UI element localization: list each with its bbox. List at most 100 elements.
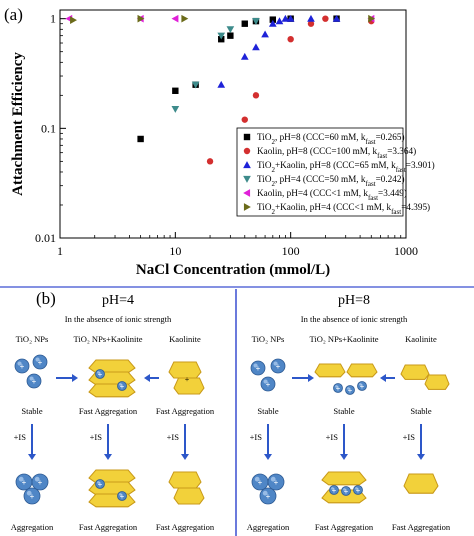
tio2-nanoparticle: + <box>345 385 355 395</box>
svg-text:+: + <box>22 478 27 487</box>
state-label-row1: Stable <box>410 406 431 416</box>
kaolinite-plate <box>173 377 205 395</box>
legend-marker-2 <box>243 147 251 155</box>
tio2-nanoparticle: + <box>23 487 41 505</box>
kaolinite-plate <box>88 383 136 398</box>
panel-b-label: (b) <box>36 289 56 308</box>
data-point-series-3 <box>307 14 315 22</box>
kaolinite-plate <box>321 471 367 486</box>
legend-entry-6: TiO2+Kaolin, pH=4 (CCC<1 mM, kfast=4.395… <box>257 202 430 216</box>
data-point-series-3 <box>240 52 249 60</box>
state-label-row1: Stable <box>333 406 354 416</box>
kaolinite-plate <box>88 469 136 484</box>
legend-marker-4 <box>243 175 251 183</box>
data-point-series-4 <box>226 26 235 34</box>
tio2-nanoparticle: + <box>117 491 127 501</box>
tio2-nanoparticle: + <box>14 358 30 374</box>
data-point-series-2 <box>307 20 315 27</box>
column-label: TiO₂ NPs <box>16 334 49 344</box>
svg-text:+: + <box>256 364 261 373</box>
charge-sign: + <box>185 375 190 384</box>
ionic-strength-arrow <box>340 424 348 460</box>
ionic-strength-arrow <box>417 424 425 460</box>
kaolinite-plate <box>173 487 205 505</box>
ionic-strength-label: +IS <box>326 432 339 442</box>
ionic-strength-arrow <box>104 424 112 460</box>
data-point-series-1 <box>269 16 277 23</box>
tio2-nanoparticle: + <box>357 381 367 391</box>
svg-text:+: + <box>30 492 35 501</box>
data-point-series-4 <box>217 32 226 40</box>
ph4-panel: pH=4 In the absence of ionic strength TiO₂… <box>11 293 215 532</box>
legend-marker-1 <box>243 133 251 141</box>
kaolinite-plate <box>88 493 136 508</box>
legend-entry-1: TiO2, pH=8 (CCC=60 mM, kfast=0.265) <box>257 132 405 146</box>
attachment-efficiency-chart: 1 10 100 1000 0.01 0.1 1 NaCl Concentration (m… <box>10 9 435 278</box>
column-label: Kaolinite <box>169 334 201 344</box>
ionic-strength-label: +IS <box>250 432 263 442</box>
panel-subtitle: In the absence of ionic strength <box>301 314 408 324</box>
tio2-nanoparticle: + <box>15 473 33 491</box>
plot-frame <box>59 9 407 239</box>
legend-box <box>236 127 404 217</box>
tio2-nanoparticle: + <box>267 473 285 491</box>
legend-entry-3: TiO2+Kaolin, pH=8 (CCC=65 mM, kfast=3.90… <box>257 160 435 174</box>
ionic-strength-label: +IS <box>90 432 103 442</box>
kaolinite-plate <box>403 473 439 494</box>
tio2-nanoparticle: + <box>329 485 339 495</box>
svg-text:+: + <box>32 377 37 386</box>
tio2-nanoparticle: + <box>95 369 105 379</box>
legend-entry-4: TiO2, pH=4 (CCC=50 mM, kfast=0.242) <box>257 174 405 188</box>
tio2-nanoparticle: + <box>333 383 343 393</box>
data-point-series-1 <box>227 32 234 39</box>
kaolinite-plate <box>168 471 202 489</box>
svg-text:+: + <box>258 478 263 487</box>
data-point-series-3 <box>217 80 226 88</box>
svg-text:+: + <box>266 492 271 501</box>
data-point-series-3 <box>268 19 277 27</box>
data-point-series-6 <box>181 14 189 23</box>
panel-subtitle: In the absence of ionic strength <box>65 314 172 324</box>
tio2-nanoparticle: + <box>117 381 127 391</box>
data-point-series-1 <box>172 87 179 94</box>
svg-text:+: + <box>332 486 337 495</box>
tio2-nanoparticle: + <box>31 473 49 491</box>
data-point-series-4 <box>191 81 200 89</box>
svg-text:+: + <box>98 480 103 489</box>
interaction-arrow <box>144 374 159 382</box>
x-tick-label: 1 <box>57 244 63 258</box>
state-label-row1: Stable <box>21 406 42 416</box>
tio2-nanoparticle: + <box>259 487 277 505</box>
svg-text:+: + <box>98 370 103 379</box>
state-label-row2: Fast Aggregation <box>156 522 215 532</box>
data-point-series-3 <box>286 14 295 22</box>
data-point-series-3 <box>281 14 290 22</box>
state-label-row1: Fast Aggregation <box>79 406 138 416</box>
tio2-nanoparticle: + <box>32 354 48 370</box>
legend-marker-5 <box>243 189 251 197</box>
column-label: TiO₂ NPs <box>252 334 285 344</box>
column-label: Kaolinite <box>405 334 437 344</box>
data-point-series-3 <box>261 30 269 38</box>
data-point-series-4 <box>252 18 260 25</box>
state-label-row1: Fast Aggregation <box>156 406 215 416</box>
ionic-strength-label: +IS <box>14 432 27 442</box>
panel-ph-title: pH=4 <box>102 293 134 308</box>
svg-text:+: + <box>274 478 279 487</box>
schematic-panel: pH=4 In the absence of ionic strength TiO₂… <box>11 293 451 532</box>
axes: 1 10 100 1000 0.01 0.1 1 <box>35 12 418 258</box>
x-tick-label: 1000 <box>394 244 418 258</box>
column-label: TiO₂ NPs+Kaolinite <box>309 334 378 344</box>
tio2-nanoparticle: + <box>270 358 286 374</box>
ionic-strength-arrow <box>181 424 189 460</box>
kaolinite-plate <box>424 374 450 390</box>
svg-text:+: + <box>344 487 349 496</box>
data-point-series-4 <box>171 105 180 113</box>
y-axis-label: Attachment Efficiency <box>10 52 26 196</box>
svg-text:+: + <box>120 492 125 501</box>
kaolinite-plate <box>400 364 430 380</box>
state-label-row2: Fast Aggregation <box>79 522 138 532</box>
svg-text:+: + <box>356 486 361 495</box>
interaction-arrow <box>56 374 78 382</box>
data-point-series-1 <box>241 20 248 27</box>
